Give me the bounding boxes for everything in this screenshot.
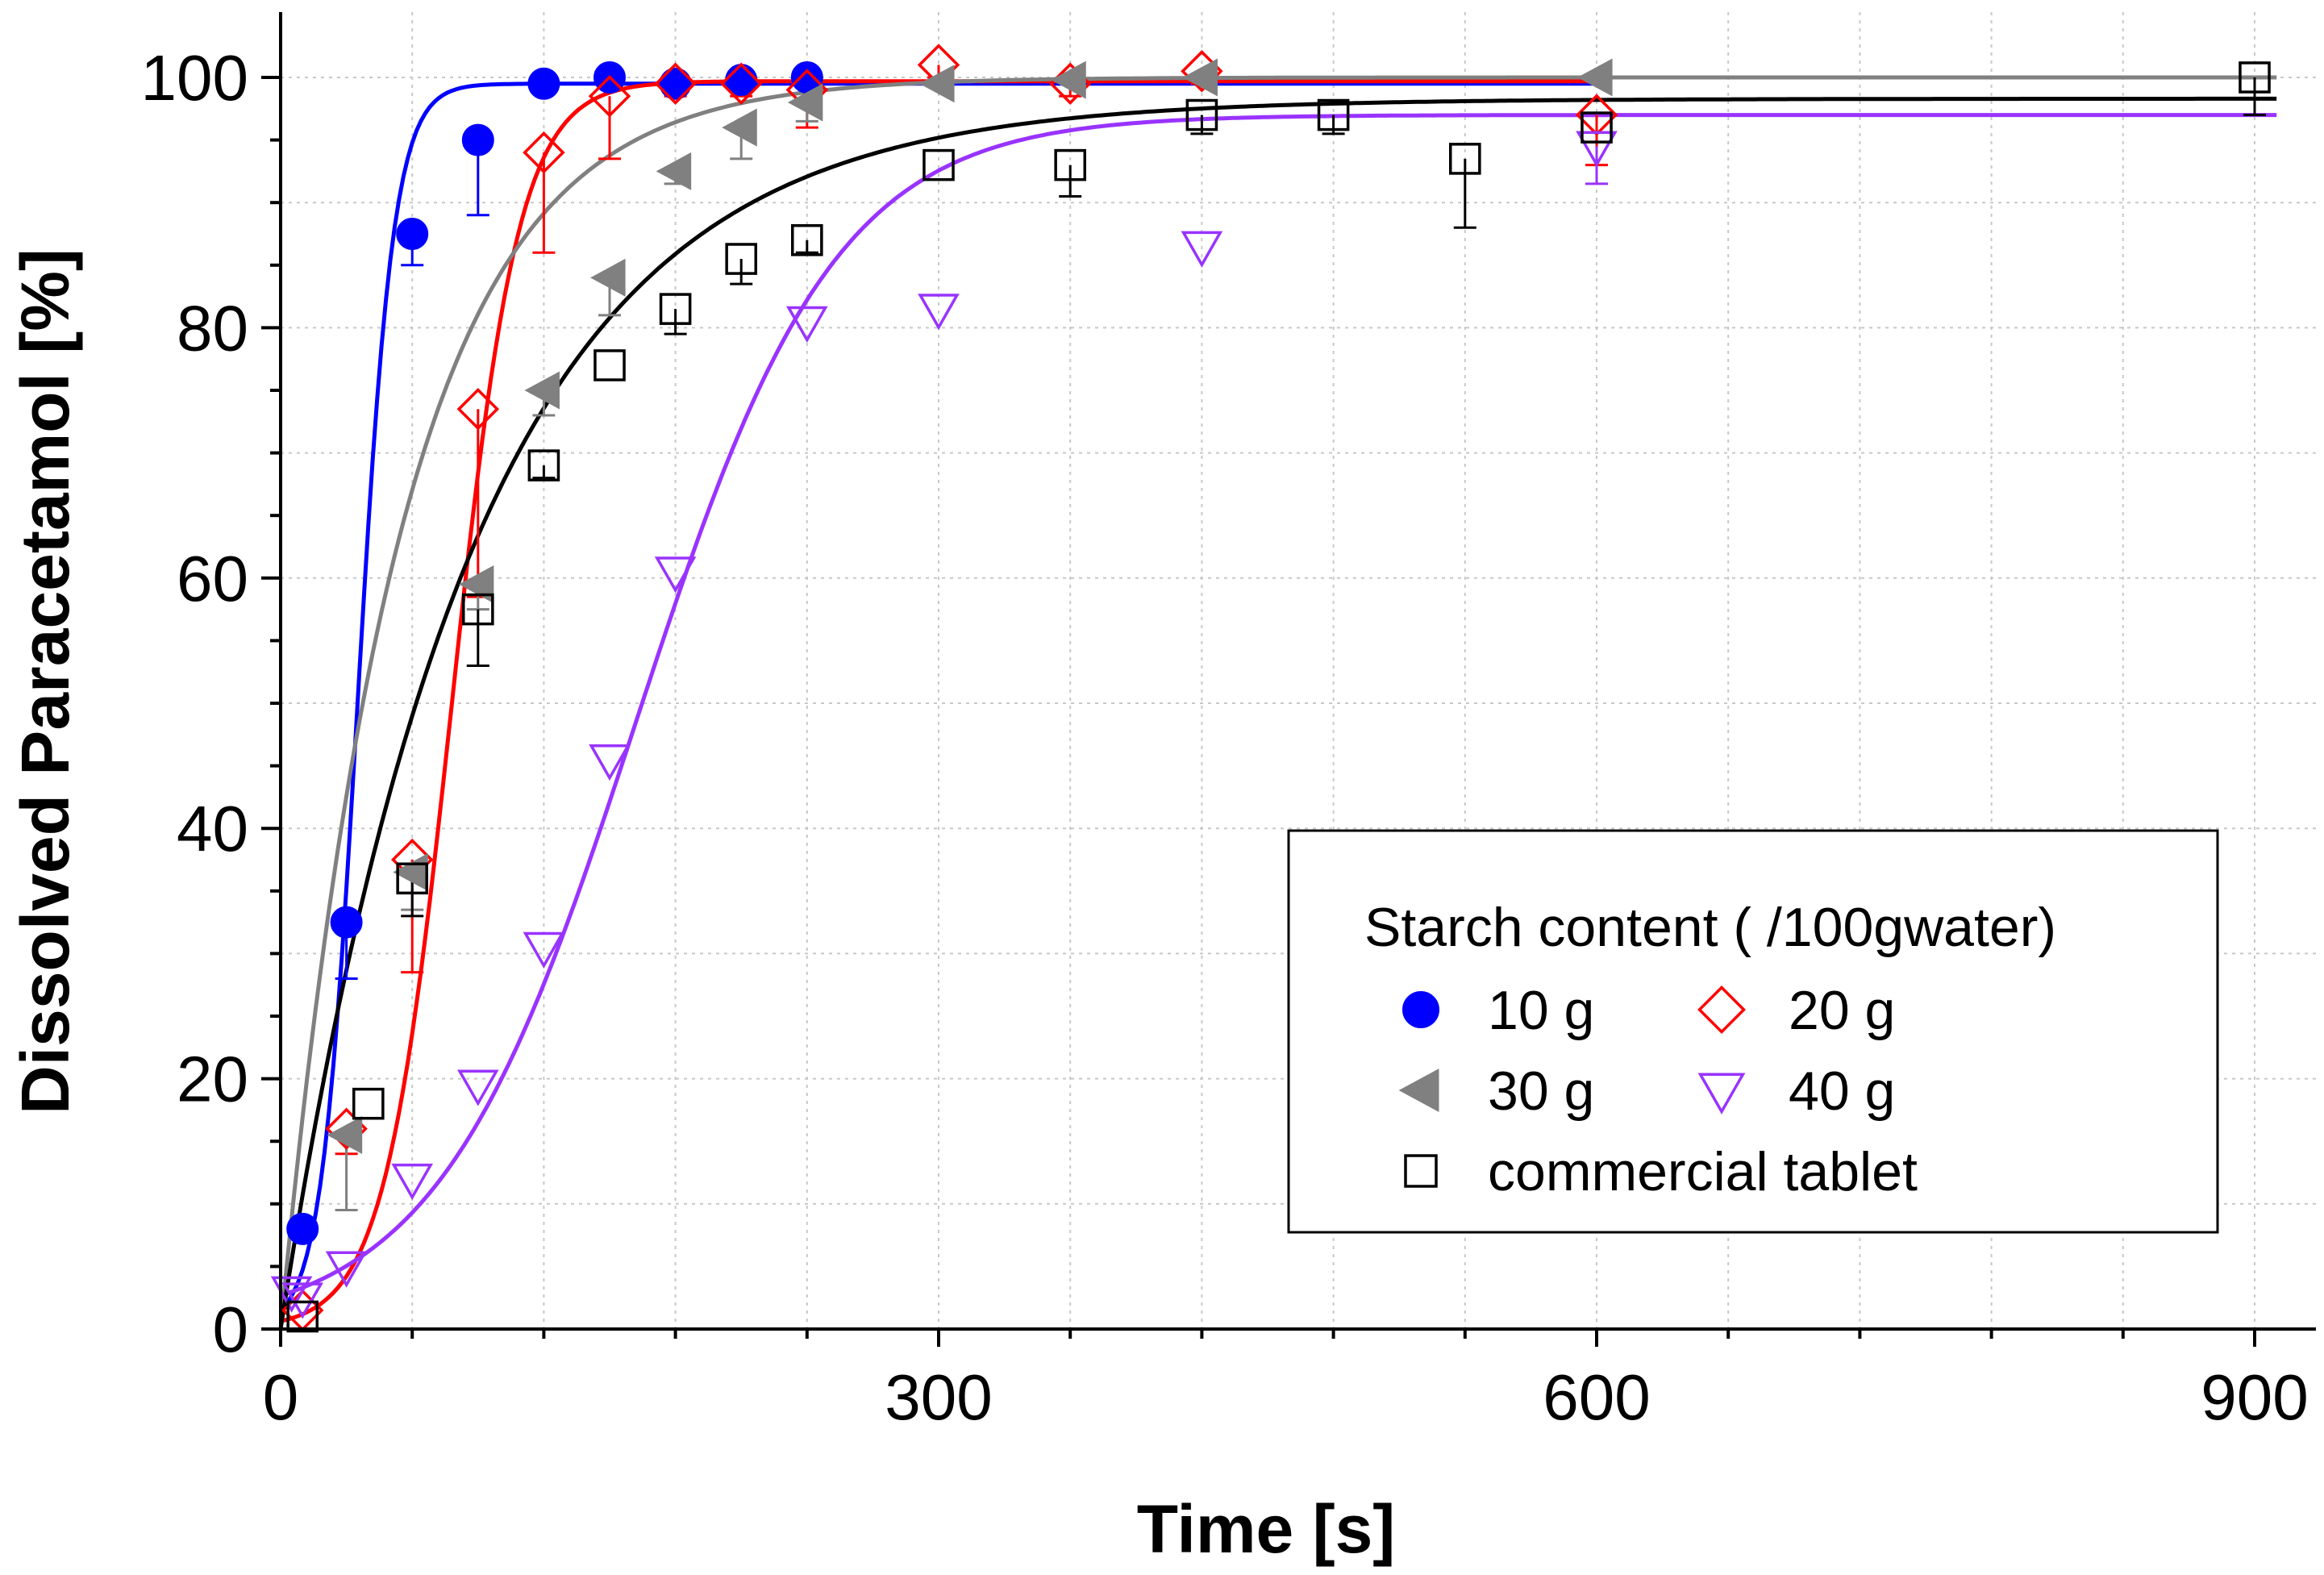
marker-square (462, 593, 494, 626)
legend-label: 20 g (1789, 980, 1895, 1041)
x-axis-title: Time [s] (1137, 1491, 1396, 1567)
marker-triangle-left (1182, 58, 1218, 97)
marker-circle (1402, 991, 1439, 1028)
legend-box (1287, 829, 2219, 1234)
legend-title: Starch content ( /100gwater) (1364, 897, 2056, 958)
marker-diamond (588, 75, 631, 118)
marker-circle (659, 67, 692, 100)
tick-labels: 0 300 600 900 0 20 40 60 80 100 (141, 42, 2309, 1433)
marker-square (1317, 98, 1350, 131)
marker-square (2239, 61, 2271, 94)
y-axis-title: Dissolved Paracetamol [%] (7, 248, 83, 1115)
legend-label: 10 g (1488, 980, 1594, 1041)
y-tick-label: 0 (213, 1294, 249, 1365)
marker-triangle-left (919, 65, 955, 103)
marker-diamond (1697, 985, 1746, 1034)
marker-square (527, 449, 560, 481)
legend-label: 40 g (1789, 1060, 1895, 1122)
marker-triangle-down (1697, 1073, 1746, 1115)
marker-triangle-down (270, 1276, 313, 1313)
marker-triangle-left (458, 565, 494, 604)
marker-triangle-down (785, 306, 828, 343)
fit-curve (280, 113, 2277, 1298)
marker-triangle-down (1576, 131, 1618, 168)
marker-diamond (1575, 94, 1618, 136)
x-tick-label: 300 (885, 1361, 992, 1433)
marker-triangle-down (456, 1069, 499, 1106)
marker-square (923, 148, 955, 181)
marker-triangle-down (1181, 231, 1223, 268)
marker-square (593, 349, 626, 381)
marker-triangle-left (787, 83, 823, 122)
fit-curve (278, 96, 2277, 1330)
marker-triangle-down (523, 931, 565, 969)
marker-square (1404, 1154, 1438, 1188)
x-tick-label: 900 (2201, 1361, 2308, 1433)
marker-triangle-down (589, 744, 631, 781)
marker-square (1581, 111, 1613, 144)
legend-label: commercial tablet (1488, 1141, 1918, 1202)
marker-circle (286, 1212, 319, 1245)
marker-square (1054, 148, 1087, 181)
marker-square (725, 243, 758, 275)
marker-triangle-left (656, 152, 692, 190)
marker-triangle-left (722, 108, 757, 147)
y-tick-label: 80 (177, 292, 248, 364)
x-tick-label: 600 (1543, 1361, 1650, 1433)
marker-triangle-left (327, 1115, 363, 1154)
marker-square (396, 862, 428, 895)
marker-triangle-down (281, 1282, 324, 1319)
data-markers (270, 44, 2271, 1333)
marker-triangle-down (918, 294, 960, 331)
marker-diamond (456, 388, 500, 431)
legend-label: 30 g (1488, 1060, 1594, 1122)
y-tick-label: 100 (141, 42, 248, 114)
marker-triangle-left (1051, 60, 1086, 99)
marker-diamond (719, 62, 763, 105)
x-tick-label: 0 (263, 1361, 299, 1433)
legend: Starch content ( /100gwater) 10 g 20 g 30 … (1287, 829, 2219, 1234)
marker-square (1449, 143, 1481, 175)
y-tick-label: 60 (177, 543, 248, 615)
marker-circle (330, 906, 363, 939)
marker-square (791, 223, 823, 256)
marker-square (286, 1300, 319, 1333)
marker-triangle-left (1577, 58, 1613, 97)
marker-triangle-left (1398, 1069, 1439, 1112)
marker-square (352, 1087, 385, 1120)
marker-triangle-left (590, 258, 626, 297)
marker-triangle-left (393, 852, 428, 892)
y-tick-label: 20 (177, 1044, 248, 1115)
marker-square (659, 293, 692, 325)
marker-triangle-down (391, 1163, 434, 1201)
marker-triangle-down (654, 556, 697, 594)
marker-triangle-down (325, 1251, 368, 1288)
marker-circle (396, 218, 429, 250)
axes (261, 12, 2316, 1347)
fit-curve (278, 75, 2277, 1330)
error-bars (335, 65, 2266, 1212)
marker-triangle-left (524, 371, 560, 410)
y-tick-label: 40 (177, 793, 248, 865)
marker-square (1185, 98, 1218, 131)
marker-diamond (654, 62, 697, 105)
legend-items: 10 g 20 g 30 g 40 g commercial tablet (1398, 980, 1918, 1202)
marker-circle (527, 67, 560, 100)
marker-circle (461, 123, 494, 156)
marker-diamond (523, 131, 565, 174)
